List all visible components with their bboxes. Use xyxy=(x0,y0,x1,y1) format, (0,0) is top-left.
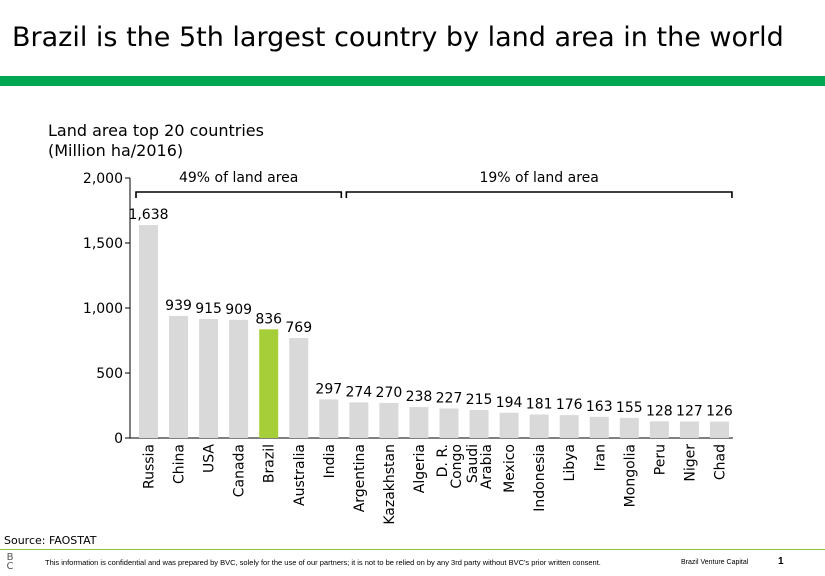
bar-kazakhstan xyxy=(379,402,399,438)
data-label: 176 xyxy=(556,397,583,413)
annotation-bracket xyxy=(135,191,343,198)
data-label: 270 xyxy=(376,385,403,401)
chart-title-block: Land area top 20 countries (Million ha/2… xyxy=(48,121,264,161)
bar-saudi-arabia xyxy=(469,410,489,438)
footer-disclaimer: This information is confidential and was… xyxy=(45,558,601,567)
bar-china xyxy=(169,315,189,438)
bar-argentina xyxy=(349,402,369,438)
annotation-bracket xyxy=(345,191,733,198)
category-label: Indonesia xyxy=(532,444,548,512)
bar-indonesia xyxy=(529,414,549,438)
bar-peru xyxy=(649,421,669,438)
data-label: 163 xyxy=(586,399,613,415)
category-label: Chad xyxy=(712,444,728,480)
category-label: D. R.Congo xyxy=(435,444,465,489)
bar-canada xyxy=(229,319,249,438)
category-label: Mexico xyxy=(502,444,518,493)
category-label: Peru xyxy=(652,444,668,475)
y-tick-label: 1,000 xyxy=(83,301,123,317)
category-label: Libya xyxy=(562,444,578,481)
category-label: Iran xyxy=(592,444,608,471)
category-label: Russia xyxy=(142,444,158,489)
y-tick-label: 2,000 xyxy=(83,171,123,187)
data-label: 128 xyxy=(646,403,673,419)
category-label: Australia xyxy=(292,444,308,506)
bar-russia xyxy=(139,225,158,438)
data-label: 155 xyxy=(616,400,643,416)
bar-mongolia xyxy=(619,417,639,438)
chart-subtitle: (Million ha/2016) xyxy=(48,141,184,160)
data-label: 194 xyxy=(496,395,523,411)
source-note: Source: FAOSTAT xyxy=(4,534,97,547)
y-tick-label: 1,500 xyxy=(83,236,123,252)
data-label: 939 xyxy=(165,298,192,314)
land-area-bar-chart: 0 500 1,000 1,500 2,000 1,638 Russia 939 China 91… xyxy=(83,170,733,525)
data-label: 227 xyxy=(436,390,463,406)
category-label: Algeria xyxy=(412,444,428,493)
category-label: China xyxy=(172,444,188,484)
slide-title: Brazil is the 5th largest country by lan… xyxy=(12,22,784,53)
footer-divider xyxy=(0,549,825,550)
bar-brazil xyxy=(259,329,279,438)
bar-libya xyxy=(559,415,579,438)
data-label: 1,638 xyxy=(128,207,168,223)
chart-title: Land area top 20 countries xyxy=(48,121,264,140)
data-label: 215 xyxy=(466,392,493,408)
annotation-label: 19% of land area xyxy=(479,170,598,186)
category-label: Brazil xyxy=(262,444,278,483)
category-label: Argentina xyxy=(352,444,368,512)
category-label: India xyxy=(322,444,338,478)
category-label: Kazakhstan xyxy=(382,444,398,525)
category-label: Niger xyxy=(682,444,698,482)
data-label: 238 xyxy=(406,389,433,405)
data-label: 297 xyxy=(315,381,342,397)
bar-chad xyxy=(709,421,729,438)
data-label: 769 xyxy=(285,320,312,336)
data-label: 181 xyxy=(526,396,553,412)
data-label: 274 xyxy=(345,384,372,400)
annotation-label: 49% of land area xyxy=(179,170,298,186)
data-label: 909 xyxy=(225,302,252,318)
data-label: 126 xyxy=(706,404,733,420)
bar-india xyxy=(319,399,339,438)
bar-algeria xyxy=(409,407,429,438)
page-number: 1 xyxy=(778,556,784,567)
category-label: Canada xyxy=(232,444,248,497)
footer-company-name: Brazil Venture Capital xyxy=(681,559,749,566)
bar-australia xyxy=(289,338,309,438)
category-label: SaudiArabia xyxy=(465,444,495,489)
bar-usa xyxy=(199,319,219,438)
bar-iran xyxy=(589,416,609,438)
category-label: USA xyxy=(202,444,218,473)
data-label: 915 xyxy=(195,301,222,317)
bar-niger xyxy=(679,421,699,438)
bar-mexico xyxy=(499,412,519,438)
bvc-logo: B C xyxy=(6,552,14,572)
category-label: Mongolia xyxy=(622,444,638,507)
y-tick-label: 500 xyxy=(96,366,123,382)
data-label: 127 xyxy=(676,403,703,419)
bar-d-r-congo xyxy=(439,408,459,438)
title-accent-bar xyxy=(0,76,825,86)
data-label: 836 xyxy=(255,311,282,327)
y-tick-label: 0 xyxy=(114,431,123,447)
